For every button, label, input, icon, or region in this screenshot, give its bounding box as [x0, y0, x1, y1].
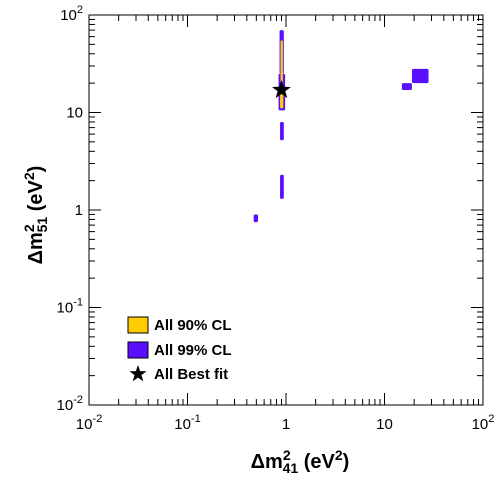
y-axis-label: Δm251 (eV2)	[21, 166, 50, 265]
region-99	[411, 68, 429, 84]
x-label-sup: 2	[283, 447, 291, 463]
y-label-sub: 51	[34, 217, 50, 233]
axis-ticks	[88, 15, 483, 406]
best-fit-marker	[271, 80, 291, 99]
x-label-sub: 41	[283, 460, 299, 476]
legend-label: All 99% CL	[154, 342, 232, 359]
y-tick-label: 10-2	[57, 394, 83, 414]
region-99	[280, 174, 284, 199]
legend-star	[129, 365, 147, 382]
x-tick-label: 10	[376, 416, 393, 433]
confidence-regions	[253, 30, 429, 223]
legend: All 90% CL All 99% CL All Best fit	[127, 316, 232, 383]
tick-labels: 10-2 10-1 1 10 102 10-2 10-1 1 10 102	[57, 4, 495, 433]
y-tick-label: 10	[66, 105, 83, 122]
legend-label: All Best fit	[154, 366, 228, 383]
y-tick-label: 1	[75, 202, 83, 219]
x-tick-label: 102	[472, 413, 495, 433]
x-tick-label: 1	[282, 416, 290, 433]
legend-label: All 90% CL	[154, 317, 232, 334]
legend-swatch	[127, 341, 149, 359]
x-tick-label: 10-2	[76, 413, 102, 433]
region-99	[280, 121, 284, 141]
y-tick-label: 10-1	[57, 297, 83, 317]
legend-swatch	[127, 316, 149, 334]
x-axis-label: Δm2 41 (eV2)	[251, 447, 350, 476]
region-99	[253, 214, 259, 223]
region-99	[401, 83, 412, 91]
x-tick-label: 10-1	[174, 413, 200, 433]
y-label-sup: 2	[21, 224, 37, 232]
region-90	[280, 40, 283, 84]
y-tick-label: 102	[60, 4, 83, 24]
